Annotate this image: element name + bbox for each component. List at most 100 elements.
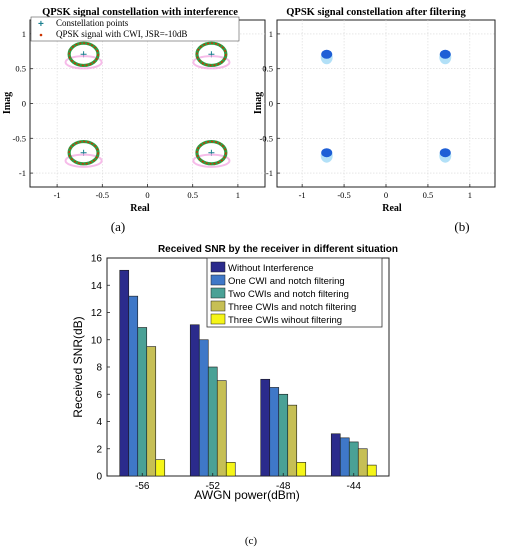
panel-b-ticks: -1 -0.5 0 0.5 1 1 0.5 0 -0.5 -1 [260,29,472,200]
panel-b-grid [277,20,495,187]
legend-swatch [210,287,226,299]
x-tick-label: -1 [54,190,61,200]
bar [119,269,130,477]
panel-b: QPSK signal constellation after filterin… [253,7,496,234]
panel-c-label: (c) [245,535,258,547]
y-tick-label: 0 [96,472,102,483]
x-tick-label: 0 [145,190,149,200]
panel-b-label: (b) [454,219,469,234]
y-tick-label: 4 [96,417,102,428]
legend-label: Three CWIs wihout filtering [228,315,342,326]
panel-b-ylabel: Imag [253,92,264,114]
panel-a-legend-box [30,16,240,42]
panel-a-label: (a) [111,219,125,234]
panel-a-title: QPSK signal constellation with interfere… [42,7,238,18]
x-tick-label: 0.5 [187,190,198,200]
bar [137,327,148,477]
panel-c-legend: Without Interference One CWI and notch fi… [206,257,383,328]
panel-a-legend: + Constellation points QPSK signal with … [30,16,240,42]
interference-halo [192,153,231,168]
panel-b-marks [320,49,452,163]
legend-swatch [210,274,226,286]
legend-dot-marker [39,33,43,37]
y-tick-label: -0.5 [260,133,273,143]
y-tick-label: -1 [19,168,26,178]
y-tick-label: -1 [266,168,273,178]
legend-swatch [210,300,226,312]
panel-a-ticks: -1 -0.5 0 0.5 1 1 0.5 0 -0.5 -1 [13,29,240,200]
panel-b-xlabel: Real [382,203,402,214]
x-tick-label: -0.5 [96,190,109,200]
bar [348,441,359,477]
legend-label: Without Interference [228,263,314,274]
panel-c-title: Received SNR by the receiver in differen… [158,244,398,255]
filtered-point [321,49,333,59]
legend-swatch [210,313,226,325]
bar [339,437,350,477]
x-tick-label: -44 [347,481,362,492]
panel-c-legend-box [206,257,383,328]
y-tick-label: 12 [91,308,103,319]
x-tick-label: -56 [135,481,150,492]
x-tick-label: 0 [384,190,388,200]
bar [198,339,209,477]
bar [366,464,377,477]
interference-halo [192,55,231,70]
bar [207,366,218,477]
x-tick-label: 0.5 [423,190,434,200]
filtered-point [439,49,451,59]
filtered-point [439,148,451,158]
x-tick-label: -0.5 [337,190,350,200]
bar [189,324,200,477]
bar [357,448,368,477]
bar [155,459,166,477]
legend-label: One CWI and notch filtering [228,276,345,287]
constellation-ring-points [68,140,99,165]
panel-a-xlabel: Real [130,203,150,214]
bar [278,393,289,477]
x-tick-label: -1 [299,190,306,200]
bar [128,295,139,477]
x-tick-label: -52 [206,481,221,492]
x-tick-label: 1 [236,190,240,200]
y-tick-label: 1 [22,29,26,39]
panel-b-title: QPSK signal constellation after filterin… [286,7,466,18]
y-tick-label: 8 [96,363,102,374]
panel-c: Received SNR by the receiver in differen… [71,244,398,547]
filtered-point [321,148,333,158]
panel-a-legend-label-1: Constellation points [56,18,129,28]
panel-a-ylabel: Imag [2,92,13,114]
legend-plus-marker: + [38,19,44,30]
bar [269,387,280,477]
y-tick-label: 0.5 [262,64,273,74]
panel-a-marks [64,41,231,168]
bar [287,404,298,477]
bar [260,378,271,477]
y-tick-label: 0 [22,99,26,109]
constellation-ring-points [68,42,99,67]
x-tick-label: 1 [468,190,472,200]
x-tick-label: -48 [276,481,291,492]
legend-label: Three CWIs and notch filtering [228,302,356,313]
bar [296,462,307,477]
y-tick-label: 1 [269,29,273,39]
y-tick-label: -0.5 [13,133,26,143]
legend-swatch [210,261,226,273]
bar [146,346,157,477]
bar [225,462,236,477]
y-tick-label: 10 [91,335,103,346]
panel-c-ylabel: Received SNR(dB) [71,316,85,417]
legend-label: Two CWIs and notch filtering [228,289,349,300]
y-tick-label: 2 [96,444,102,455]
y-tick-label: 0.5 [15,64,26,74]
y-tick-label: 14 [91,281,103,292]
interference-halo [64,153,103,168]
panel-a-legend-label-2: QPSK signal with CWI, JSR=-10dB [56,29,187,39]
bar [330,433,341,477]
y-tick-label: 0 [269,99,273,109]
y-tick-label: 6 [96,390,102,401]
panel-c-xlabel: AWGN power(dBm) [194,488,300,502]
panel-c-bars [119,269,377,477]
constellation-ring-points [196,42,227,67]
